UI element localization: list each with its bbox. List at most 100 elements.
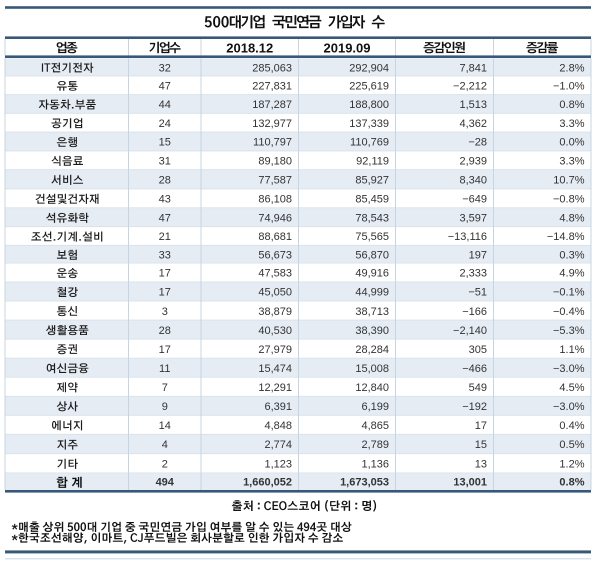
svg-text:32: 32	[159, 62, 171, 74]
svg-text:197: 197	[469, 249, 487, 261]
svg-text:−649: −649	[462, 194, 487, 206]
svg-text:4.9%: 4.9%	[559, 268, 584, 280]
svg-text:12,840: 12,840	[355, 382, 389, 394]
svg-text:38,713: 38,713	[355, 306, 389, 318]
svg-text:4.8%: 4.8%	[559, 212, 584, 224]
svg-text:38,879: 38,879	[258, 306, 292, 318]
svg-text:10.7%: 10.7%	[553, 175, 584, 187]
svg-text:−0.4%: −0.4%	[553, 306, 585, 318]
svg-text:56,870: 56,870	[355, 249, 389, 261]
svg-text:1,673,053: 1,673,053	[340, 477, 389, 489]
svg-text:17: 17	[159, 287, 171, 299]
svg-text:−13,116: −13,116	[448, 231, 487, 243]
svg-text:38,390: 38,390	[355, 325, 389, 337]
svg-text:110,797: 110,797	[253, 137, 292, 149]
svg-text:28: 28	[159, 175, 171, 187]
svg-text:3: 3	[162, 306, 168, 318]
svg-text:−2,140: −2,140	[453, 325, 487, 337]
svg-text:−192: −192	[462, 401, 487, 413]
svg-text:227,831: 227,831	[252, 80, 292, 92]
svg-text:2,939: 2,939	[459, 156, 487, 168]
svg-text:17: 17	[159, 268, 171, 280]
svg-text:−466: −466	[462, 363, 487, 375]
svg-text:3.3%: 3.3%	[559, 156, 584, 168]
svg-text:187,287: 187,287	[252, 99, 292, 111]
svg-text:7: 7	[162, 382, 168, 394]
svg-text:−0.1%: −0.1%	[553, 287, 585, 299]
svg-text:28,284: 28,284	[355, 344, 389, 356]
svg-text:132,977: 132,977	[252, 118, 292, 130]
svg-text:285,063: 285,063	[252, 62, 292, 74]
svg-text:2.8%: 2.8%	[559, 62, 584, 74]
svg-text:47,583: 47,583	[258, 268, 292, 280]
svg-text:0.0%: 0.0%	[559, 137, 584, 149]
svg-text:305: 305	[469, 344, 487, 356]
svg-text:−3.0%: −3.0%	[553, 363, 585, 375]
svg-text:494: 494	[156, 477, 175, 489]
svg-text:6,391: 6,391	[264, 401, 292, 413]
svg-text:2018.12: 2018.12	[226, 41, 273, 56]
svg-text:2,333: 2,333	[459, 268, 487, 280]
svg-text:85,927: 85,927	[355, 175, 389, 187]
svg-text:6,199: 6,199	[361, 401, 389, 413]
svg-text:88,681: 88,681	[258, 231, 292, 243]
svg-text:9: 9	[162, 401, 168, 413]
svg-text:11: 11	[159, 363, 170, 375]
svg-text:1,136: 1,136	[361, 459, 389, 471]
svg-text:86,108: 86,108	[258, 194, 292, 206]
svg-text:188,800: 188,800	[349, 99, 389, 111]
svg-text:2019.09: 2019.09	[324, 41, 371, 56]
svg-text:0.3%: 0.3%	[559, 249, 584, 261]
svg-text:2,789: 2,789	[361, 439, 389, 451]
svg-text:43: 43	[159, 194, 171, 206]
svg-text:44,999: 44,999	[355, 287, 389, 299]
svg-text:137,339: 137,339	[349, 118, 389, 130]
svg-text:13,001: 13,001	[453, 477, 487, 489]
svg-text:56,673: 56,673	[258, 249, 292, 261]
svg-text:3,597: 3,597	[459, 212, 487, 224]
svg-text:0.5%: 0.5%	[559, 439, 584, 451]
svg-text:4,848: 4,848	[264, 420, 292, 432]
svg-text:44: 44	[159, 99, 171, 111]
svg-text:74,946: 74,946	[258, 212, 292, 224]
svg-text:4,362: 4,362	[459, 118, 487, 130]
svg-text:1,660,052: 1,660,052	[243, 477, 292, 489]
svg-text:3.3%: 3.3%	[559, 118, 584, 130]
svg-text:−3.0%: −3.0%	[553, 401, 585, 413]
svg-text:75,565: 75,565	[355, 231, 389, 243]
svg-text:15: 15	[475, 439, 487, 451]
svg-text:0.8%: 0.8%	[559, 477, 584, 489]
svg-text:4,865: 4,865	[361, 420, 389, 432]
svg-text:−28: −28	[468, 137, 487, 149]
svg-text:33: 33	[159, 249, 171, 261]
svg-text:0.4%: 0.4%	[559, 420, 584, 432]
svg-text:0.8%: 0.8%	[559, 99, 584, 111]
svg-text:8,340: 8,340	[459, 175, 487, 187]
svg-text:1.1%: 1.1%	[559, 344, 584, 356]
svg-text:85,459: 85,459	[355, 194, 389, 206]
svg-text:−5.3%: −5.3%	[553, 325, 585, 337]
svg-text:−166: −166	[462, 306, 487, 318]
svg-text:21: 21	[159, 231, 171, 243]
svg-text:89,180: 89,180	[258, 156, 292, 168]
svg-text:92,119: 92,119	[356, 156, 389, 168]
svg-text:1.2%: 1.2%	[559, 459, 584, 471]
svg-text:27,979: 27,979	[258, 344, 292, 356]
svg-text:−2,212: −2,212	[453, 80, 487, 92]
svg-text:45,050: 45,050	[258, 287, 292, 299]
svg-text:1,123: 1,123	[264, 459, 292, 471]
svg-text:13: 13	[475, 459, 487, 471]
svg-text:49,916: 49,916	[355, 268, 389, 280]
svg-text:110,769: 110,769	[350, 137, 389, 149]
svg-text:−1.0%: −1.0%	[553, 80, 585, 92]
svg-text:17: 17	[475, 420, 487, 432]
svg-text:78,543: 78,543	[355, 212, 389, 224]
svg-text:28: 28	[159, 325, 171, 337]
svg-text:−14.8%: −14.8%	[547, 231, 585, 243]
svg-text:12,291: 12,291	[258, 382, 292, 394]
svg-text:225,619: 225,619	[349, 80, 389, 92]
svg-text:47: 47	[159, 212, 171, 224]
svg-text:17: 17	[159, 344, 171, 356]
svg-text:31: 31	[159, 156, 171, 168]
svg-text:2,774: 2,774	[264, 439, 292, 451]
